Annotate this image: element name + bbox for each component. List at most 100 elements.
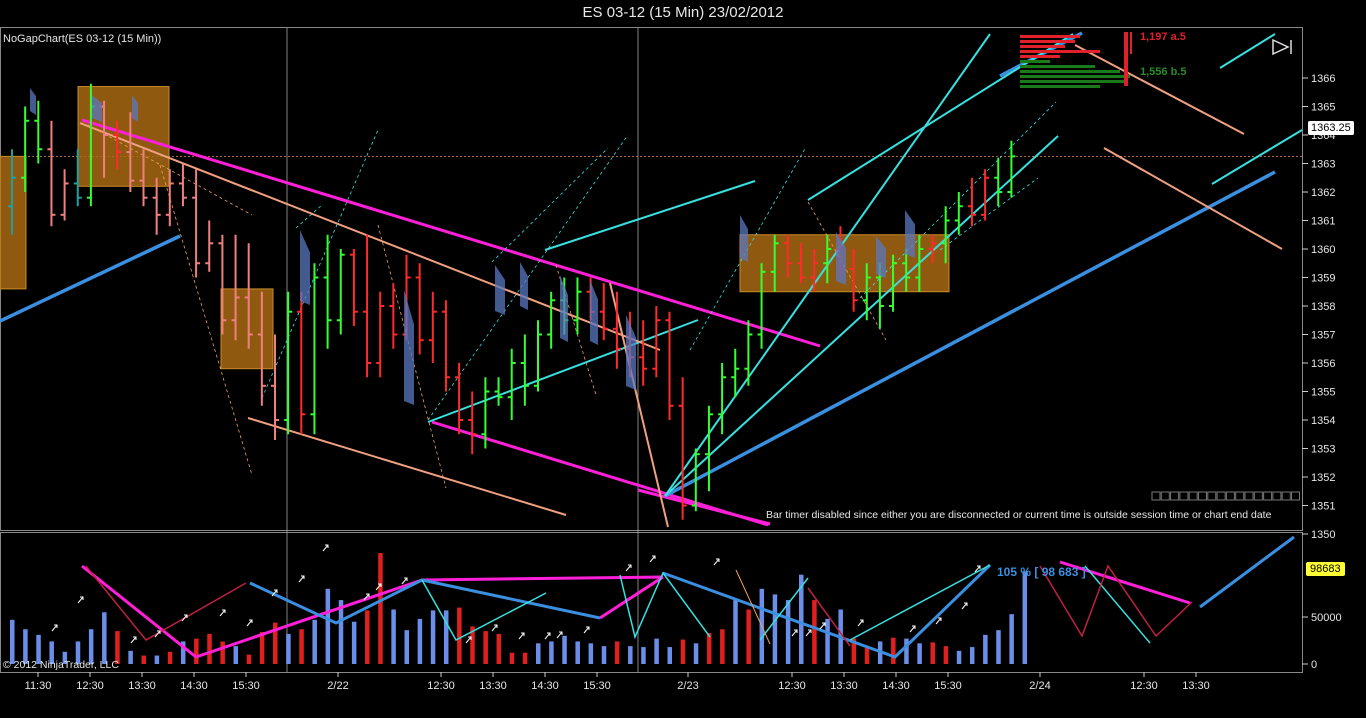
price-bar: [954, 192, 963, 235]
panel-label: NoGapChart(ES 03-12 (15 Min)): [3, 33, 161, 45]
price-bar: [205, 220, 214, 272]
ask-marker: [1124, 32, 1128, 86]
price-bar: [757, 263, 766, 349]
volume-blue-line: [662, 563, 992, 659]
price-bar: [60, 169, 69, 221]
bar-timer-box: [1272, 491, 1282, 501]
volume-magenta-line: [1059, 560, 1191, 605]
volume-cyan-line: [421, 579, 547, 642]
time-tick-label: 13:30: [128, 680, 156, 692]
volume-bar: [746, 609, 751, 664]
volume-arrow-marker: [298, 575, 305, 583]
price-bar: [941, 206, 950, 264]
bar-timer-box: [1170, 491, 1180, 501]
bar-timer-box: [1291, 491, 1300, 501]
price-wedge-shape: [30, 88, 36, 115]
price-bar: [652, 306, 661, 378]
price-bar: [297, 291, 306, 435]
volume-arrow-marker: [805, 629, 812, 637]
blue-trendline: [664, 170, 1276, 498]
chart-title: ES 03-12 (15 Min) 23/02/2012: [582, 4, 784, 21]
volume-bar: [917, 643, 922, 664]
price-bar: [534, 320, 542, 392]
volume-tick-label: 0: [1311, 659, 1317, 671]
volume-bar: [562, 635, 567, 664]
volume-bar: [23, 629, 28, 664]
cyan-dashed-line: [261, 129, 379, 399]
volume-bar: [536, 643, 541, 664]
price-bar: [441, 300, 450, 392]
play-forward-icon[interactable]: [1270, 38, 1294, 56]
volume-badge: 98683: [1306, 562, 1345, 576]
volume-bar: [864, 648, 870, 664]
price-bar: [849, 249, 858, 312]
price-wedge-shape: [495, 265, 505, 315]
volume-bar: [654, 638, 659, 664]
time-tick-label: 12:30: [427, 680, 455, 692]
blue-trendline: [0, 234, 181, 323]
price-tick-label: 1361: [1311, 216, 1335, 228]
axes: 1350 1351 1352 1353 1354 1355 1356 1357 1358 1359…: [25, 73, 1342, 692]
order-book-level: [1020, 75, 1130, 78]
price-tick-label: 1353: [1311, 444, 1335, 456]
volume-arrow-marker: [77, 596, 84, 604]
volume-bar: [299, 629, 304, 664]
salmon-trendline: [1074, 44, 1245, 135]
volume-bar: [154, 655, 160, 664]
volume-bar: [457, 607, 462, 664]
volume-bar: [733, 600, 738, 664]
volume-bar: [720, 629, 725, 664]
price-tick-label: 1350: [1311, 529, 1335, 541]
volume-bar: [904, 638, 909, 664]
highlight-box: [220, 288, 274, 370]
volume-arrow-marker: [909, 625, 916, 633]
price-bar: [165, 169, 174, 227]
volume-bar: [102, 612, 107, 664]
volume-arrow-marker: [465, 636, 472, 644]
order-book-level: [1020, 45, 1065, 48]
volume-blue-line: [1199, 535, 1295, 609]
volume-bar: [286, 633, 291, 664]
volume-arrow-marker: [130, 636, 137, 644]
price-bar: [218, 234, 227, 335]
price-bar: [520, 334, 529, 406]
volume-bar: [825, 618, 830, 664]
price-bar: [994, 157, 1003, 207]
volume-arrow-marker: [219, 609, 226, 617]
time-tick-label: 12:30: [76, 680, 104, 692]
price-bar: [665, 311, 674, 420]
time-tick-label: 14:30: [531, 680, 559, 692]
cyan-trendline: [664, 135, 1059, 497]
order-book-level: [1020, 55, 1060, 58]
salmon-trendline: [247, 417, 567, 516]
highlight-boxes: [0, 86, 950, 370]
bar-timer-box: [1160, 491, 1170, 501]
price-tick-label: 1355: [1311, 387, 1335, 399]
price-bar: [139, 149, 148, 207]
volume-bar: [614, 641, 620, 664]
price-bar: [981, 169, 990, 221]
volume-bars: [10, 535, 1295, 664]
order-book-level: [1020, 35, 1080, 38]
volume-bar: [443, 610, 449, 664]
price-bar: [8, 149, 16, 235]
price-wedge-shape: [740, 215, 748, 262]
volume-arrow-marker: [363, 593, 370, 601]
price-bar: [599, 283, 608, 341]
price-bar: [113, 120, 122, 170]
volume-arrow-marker: [625, 564, 632, 572]
price-bar: [691, 448, 700, 512]
price-wedge-shape: [404, 290, 414, 405]
price-bar: [415, 263, 424, 355]
volume-arrow-marker: [154, 630, 161, 638]
volume-bar: [930, 642, 935, 664]
volume-bar: [943, 646, 949, 664]
order-book-level: [1020, 85, 1100, 88]
bar-timer-box: [1151, 491, 1161, 501]
ask-marker: [1130, 32, 1132, 54]
volume-bar: [325, 588, 331, 664]
volume-bar: [641, 647, 646, 664]
price-tick-label: 1352: [1311, 472, 1335, 484]
price-bar: [34, 100, 43, 164]
